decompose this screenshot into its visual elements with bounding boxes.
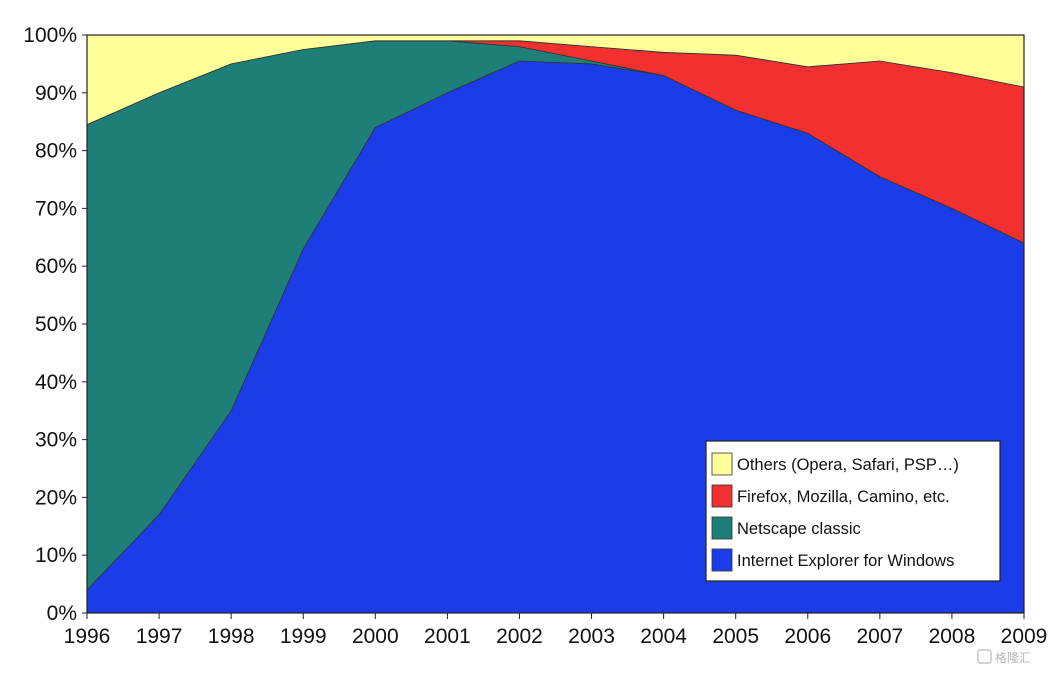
legend-label-netscape-classic: Netscape classic — [737, 520, 861, 538]
x-tick-label: 1999 — [280, 625, 327, 648]
x-tick-label: 2005 — [712, 625, 759, 648]
y-tick-label: 10% — [35, 544, 77, 567]
y-tick-label: 80% — [35, 140, 77, 163]
y-tick-label: 70% — [35, 197, 77, 220]
x-tick-label: 1997 — [136, 625, 183, 648]
x-tick-label: 2001 — [424, 625, 471, 648]
watermark-logo-icon — [977, 649, 992, 664]
legend: Others (Opera, Safari, PSP…) Firefox, Moz… — [705, 440, 1001, 582]
watermark-text: 格隆汇 — [995, 650, 1031, 665]
x-tick-label: 1996 — [64, 625, 111, 648]
x-tick-label: 2009 — [1001, 625, 1048, 648]
y-tick-label: 0% — [47, 602, 77, 625]
x-tick-label: 2006 — [784, 625, 831, 648]
watermark: 格隆汇 — [977, 649, 1031, 665]
x-tick-label: 2004 — [640, 625, 687, 648]
y-tick-label: 50% — [35, 313, 77, 336]
legend-label-others-opera-safari-psp: Others (Opera, Safari, PSP…) — [737, 456, 959, 474]
y-tick-label: 100% — [23, 24, 77, 47]
legend-label-firefox-mozilla-camino-etc: Firefox, Mozilla, Camino, etc. — [737, 488, 950, 506]
x-tick-label: 2007 — [856, 625, 903, 648]
legend-swatch-firefox-mozilla-camino-etc — [711, 484, 733, 508]
y-tick-label: 20% — [35, 486, 77, 509]
y-tick-label: 90% — [35, 82, 77, 105]
legend-swatch-internet-explorer-for-windows — [711, 548, 733, 572]
legend-label-internet-explorer-for-windows: Internet Explorer for Windows — [737, 552, 954, 570]
legend-swatch-netscape-classic — [711, 516, 733, 540]
y-tick-label: 60% — [35, 255, 77, 278]
y-tick-label: 30% — [35, 429, 77, 452]
x-tick-label: 2002 — [496, 625, 543, 648]
y-axis: 0% 10% 20% 30% 40% 50% 60% 70% 80% 90% 100% — [23, 24, 87, 625]
legend-items: Others (Opera, Safari, PSP…) Firefox, Moz… — [711, 452, 959, 572]
x-tick-label: 2003 — [568, 625, 615, 648]
x-tick-label: 2008 — [929, 625, 976, 648]
x-axis: 1996 1997 1998 1999 2000 2001 2002 2003 2004 2005… — [64, 613, 1048, 648]
legend-box — [705, 440, 1001, 582]
x-tick-label: 1998 — [208, 625, 255, 648]
legend-swatch-others-opera-safari-psp — [711, 452, 733, 476]
y-tick-label: 40% — [35, 371, 77, 394]
x-tick-label: 2000 — [352, 625, 399, 648]
